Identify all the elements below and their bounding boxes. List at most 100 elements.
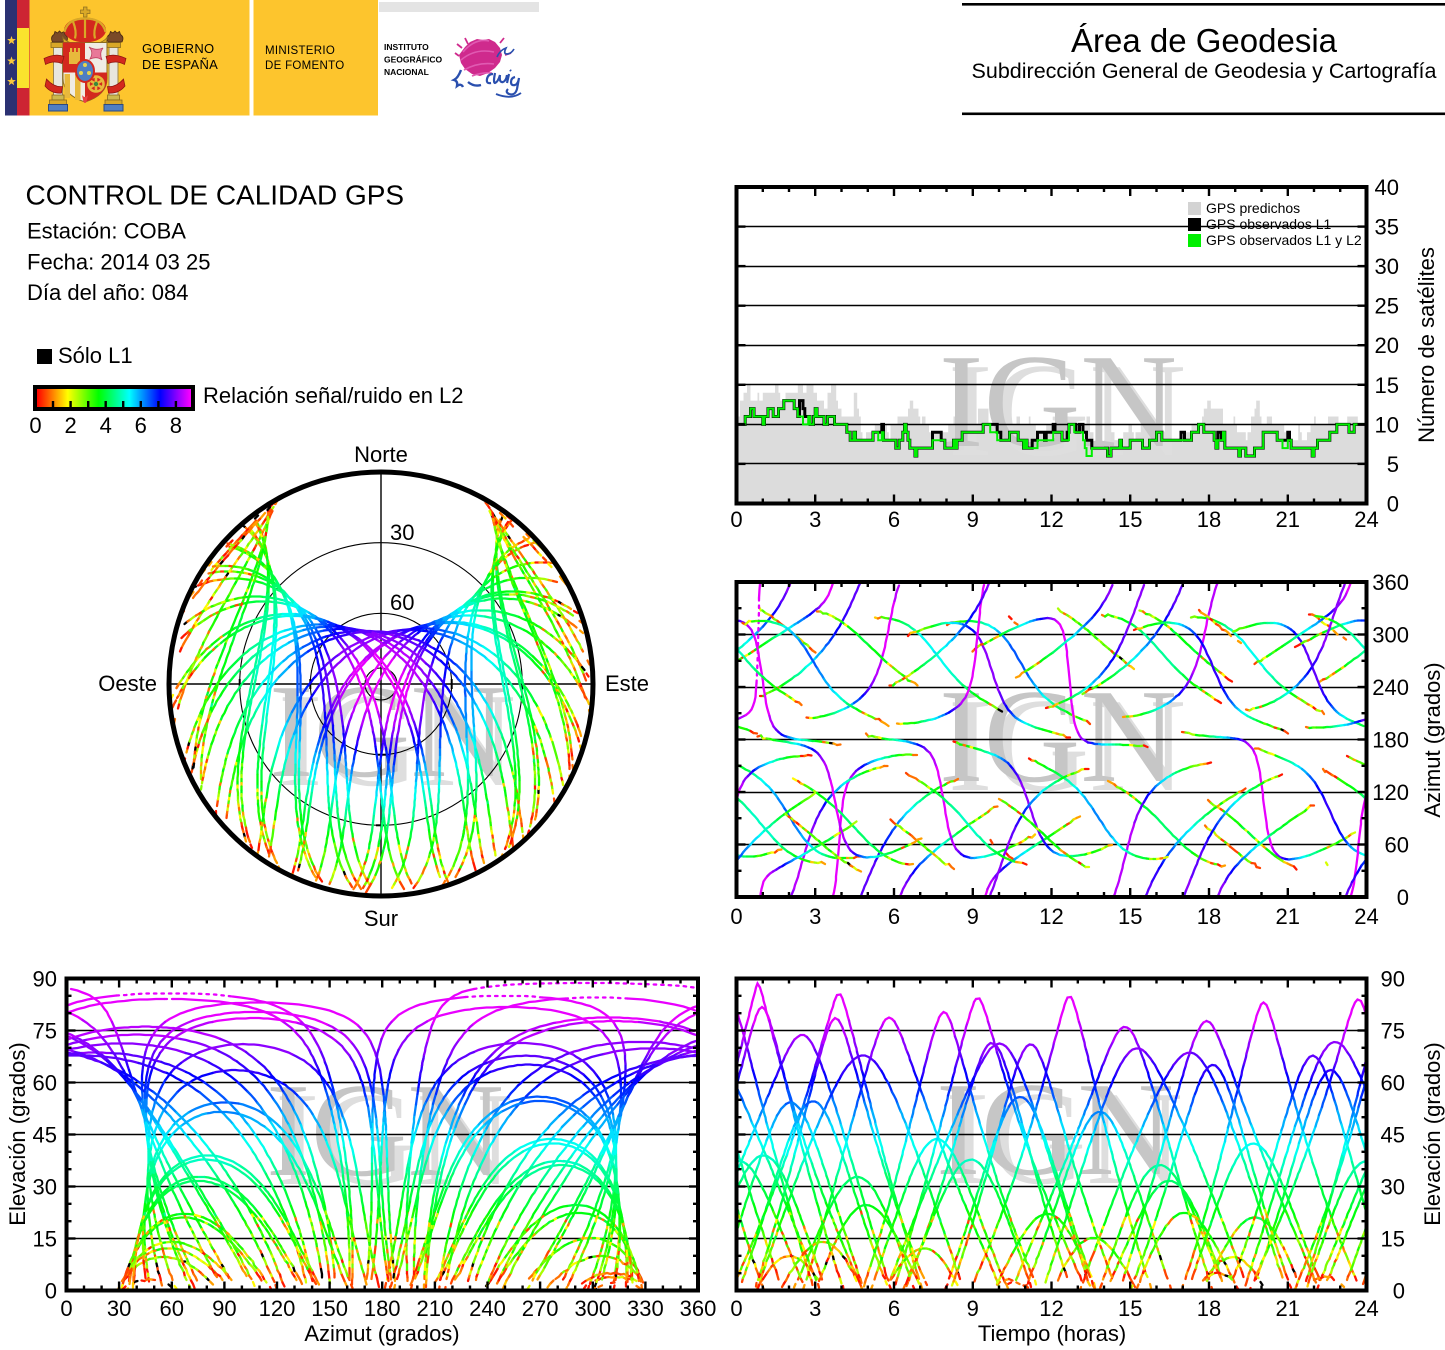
svg-text:20: 20 xyxy=(1375,333,1399,358)
svg-text:4: 4 xyxy=(100,413,112,438)
svg-text:21: 21 xyxy=(1276,904,1300,929)
svg-text:9: 9 xyxy=(967,1296,979,1321)
svg-text:IGN: IGN xyxy=(939,327,1177,475)
svg-text:9: 9 xyxy=(967,507,979,532)
svg-text:240: 240 xyxy=(1372,675,1409,700)
svg-text:21: 21 xyxy=(1276,507,1300,532)
svg-text:60: 60 xyxy=(160,1296,184,1321)
svg-text:GPS predichos: GPS predichos xyxy=(1206,200,1300,216)
svg-text:Área de Geodesia: Área de Geodesia xyxy=(1071,22,1338,59)
svg-text:0: 0 xyxy=(29,413,41,438)
svg-text:0: 0 xyxy=(1393,1279,1405,1304)
svg-text:30: 30 xyxy=(1375,254,1399,279)
svg-text:Elevación (grados): Elevación (grados) xyxy=(1420,1042,1445,1225)
svg-text:3: 3 xyxy=(809,904,821,929)
svg-text:6: 6 xyxy=(888,507,900,532)
svg-text:Número de satélites: Número de satélites xyxy=(1414,247,1439,443)
svg-text:30: 30 xyxy=(107,1296,131,1321)
svg-text:0: 0 xyxy=(730,1296,742,1321)
svg-text:35: 35 xyxy=(1375,215,1399,240)
svg-text:120: 120 xyxy=(259,1296,296,1321)
svg-text:Norte: Norte xyxy=(354,442,408,467)
svg-text:30: 30 xyxy=(33,1175,57,1200)
svg-text:IGN: IGN xyxy=(948,671,1186,819)
svg-text:Fecha: 2014 03 25: Fecha: 2014 03 25 xyxy=(27,250,210,275)
svg-text:Azimut (grados): Azimut (grados) xyxy=(1420,662,1445,817)
svg-text:Subdirección General de Geodes: Subdirección General de Geodesia y Carto… xyxy=(972,59,1437,83)
svg-text:Sólo L1: Sólo L1 xyxy=(58,343,133,368)
svg-text:15: 15 xyxy=(33,1227,57,1252)
svg-text:Sur: Sur xyxy=(364,906,398,931)
svg-text:45: 45 xyxy=(33,1123,57,1148)
svg-text:IGN: IGN xyxy=(948,336,1186,484)
svg-text:21: 21 xyxy=(1276,1296,1300,1321)
svg-text:15: 15 xyxy=(1381,1227,1405,1252)
svg-text:GPS observados L1 y L2: GPS observados L1 y L2 xyxy=(1206,232,1362,248)
svg-text:60: 60 xyxy=(390,590,414,615)
svg-text:90: 90 xyxy=(1381,967,1405,992)
svg-text:60: 60 xyxy=(1385,833,1409,858)
svg-text:8: 8 xyxy=(170,413,182,438)
svg-text:Día del año: 084: Día del año: 084 xyxy=(27,280,188,305)
svg-text:3: 3 xyxy=(809,507,821,532)
svg-text:210: 210 xyxy=(417,1296,454,1321)
svg-text:Este: Este xyxy=(605,671,649,696)
svg-text:240: 240 xyxy=(469,1296,506,1321)
svg-text:120: 120 xyxy=(1372,780,1409,805)
svg-text:25: 25 xyxy=(1375,294,1399,319)
svg-text:15: 15 xyxy=(1375,373,1399,398)
svg-text:IGN: IGN xyxy=(936,1055,1174,1203)
svg-text:15: 15 xyxy=(1118,1296,1142,1321)
svg-text:Elevación (grados): Elevación (grados) xyxy=(5,1042,30,1225)
svg-text:IGN: IGN xyxy=(939,662,1177,810)
svg-text:18: 18 xyxy=(1197,904,1221,929)
svg-text:0: 0 xyxy=(60,1296,72,1321)
svg-text:90: 90 xyxy=(212,1296,236,1321)
svg-text:360: 360 xyxy=(680,1296,717,1321)
svg-text:18: 18 xyxy=(1197,1296,1221,1321)
svg-text:3: 3 xyxy=(809,1296,821,1321)
svg-text:30: 30 xyxy=(390,520,414,545)
svg-text:MINISTERIO: MINISTERIO xyxy=(265,45,335,57)
svg-text:15: 15 xyxy=(1118,904,1142,929)
svg-text:0: 0 xyxy=(730,507,742,532)
svg-text:15: 15 xyxy=(1118,507,1142,532)
svg-text:360: 360 xyxy=(1372,570,1409,595)
svg-text:90: 90 xyxy=(33,967,57,992)
svg-text:0: 0 xyxy=(730,904,742,929)
svg-text:60: 60 xyxy=(1381,1071,1405,1096)
svg-text:12: 12 xyxy=(1039,904,1063,929)
svg-text:NACIONAL: NACIONAL xyxy=(384,67,429,77)
svg-text:2: 2 xyxy=(64,413,76,438)
svg-text:0: 0 xyxy=(45,1279,57,1304)
svg-text:270: 270 xyxy=(522,1296,559,1321)
svg-text:GEOGRÁFICO: GEOGRÁFICO xyxy=(384,55,442,65)
svg-text:18: 18 xyxy=(1197,507,1221,532)
svg-text:Azimut (grados): Azimut (grados) xyxy=(304,1321,459,1346)
svg-text:DE ESPAÑA: DE ESPAÑA xyxy=(142,57,218,72)
svg-text:12: 12 xyxy=(1039,507,1063,532)
svg-text:180: 180 xyxy=(1372,728,1409,753)
svg-text:GPS observados L1: GPS observados L1 xyxy=(1206,216,1332,232)
svg-text:300: 300 xyxy=(1372,623,1409,648)
svg-text:9: 9 xyxy=(967,904,979,929)
svg-text:24: 24 xyxy=(1354,904,1378,929)
svg-text:180: 180 xyxy=(364,1296,401,1321)
svg-text:24: 24 xyxy=(1354,507,1378,532)
svg-text:300: 300 xyxy=(574,1296,611,1321)
svg-text:6: 6 xyxy=(888,1296,900,1321)
svg-text:24: 24 xyxy=(1354,1296,1378,1321)
svg-text:6: 6 xyxy=(888,904,900,929)
svg-text:45: 45 xyxy=(1381,1123,1405,1148)
svg-text:6: 6 xyxy=(135,413,147,438)
svg-text:Relación señal/ruido en L2: Relación señal/ruido en L2 xyxy=(203,383,464,408)
svg-text:CONTROL DE CALIDAD GPS: CONTROL DE CALIDAD GPS xyxy=(26,180,405,211)
svg-text:GOBIERNO: GOBIERNO xyxy=(142,41,214,56)
svg-text:Estación: COBA: Estación: COBA xyxy=(27,219,186,244)
svg-text:INSTITUTO: INSTITUTO xyxy=(384,42,429,52)
svg-text:12: 12 xyxy=(1039,1296,1063,1321)
svg-text:30: 30 xyxy=(1381,1175,1405,1200)
svg-text:DE FOMENTO: DE FOMENTO xyxy=(265,60,344,72)
svg-text:5: 5 xyxy=(1387,452,1399,477)
svg-text:Oeste: Oeste xyxy=(98,671,157,696)
